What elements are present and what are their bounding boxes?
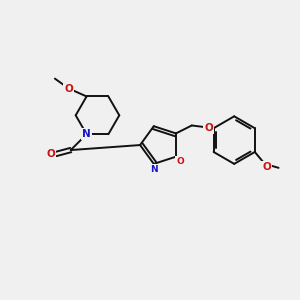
Text: O: O [262,162,271,172]
Text: O: O [46,149,55,159]
Text: O: O [204,123,213,134]
Text: N: N [150,165,158,174]
Text: O: O [64,83,73,94]
Text: N: N [82,129,91,139]
Text: O: O [176,157,184,166]
